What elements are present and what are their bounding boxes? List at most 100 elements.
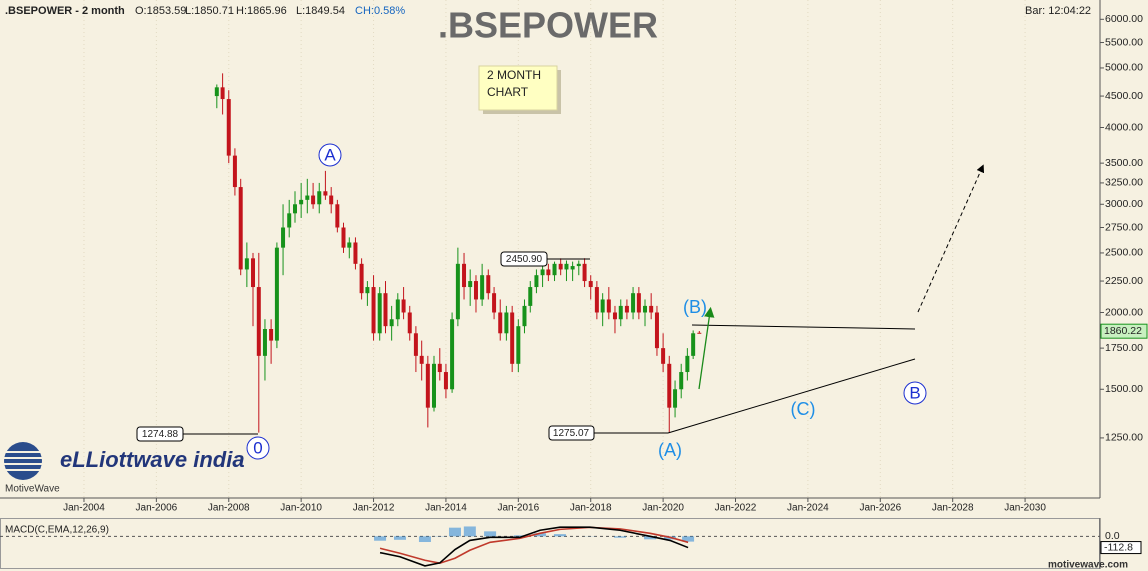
y-tick-label: 3250.00 [1105, 177, 1143, 189]
candle-body [667, 363, 672, 408]
candle-body [413, 333, 418, 356]
logo-text: eLLiottwave india [60, 447, 245, 472]
candle-body [329, 195, 334, 205]
histogram-bar [682, 536, 695, 542]
trendline [667, 358, 916, 434]
histogram-bar [553, 534, 566, 537]
histogram-bar [463, 526, 476, 537]
price-label: 2450.90 [506, 254, 543, 265]
y-tick-label: 1500.00 [1105, 383, 1143, 395]
candle-body [292, 204, 297, 214]
x-tick-label: Jan-2024 [787, 503, 829, 514]
candle-body [679, 372, 684, 390]
candle-body [546, 269, 551, 276]
candle-body [455, 263, 460, 320]
price-label: 1275.07 [553, 428, 590, 439]
histogram-bar [513, 535, 526, 537]
price-box [136, 426, 184, 442]
candle-body [582, 263, 587, 282]
x-tick-label: Jan-2016 [497, 503, 539, 514]
x-tick-label: Jan-2030 [1004, 503, 1046, 514]
candle-body [462, 263, 467, 288]
candle-body [564, 263, 569, 270]
candle-body [365, 287, 370, 294]
histogram-bar [393, 536, 406, 540]
change: CH:0.58% [355, 5, 405, 17]
candle-body [407, 312, 412, 334]
x-tick-label: Jan-2006 [136, 503, 178, 514]
x-tick-label: Jan-2022 [715, 503, 757, 514]
histogram-bar [614, 536, 627, 538]
candle-body [552, 263, 557, 276]
wave-label: A [324, 145, 336, 164]
candle-body [305, 195, 310, 200]
wave-circle [246, 436, 270, 460]
candle-body [528, 287, 533, 306]
x-tick-label: Jan-2026 [859, 503, 901, 514]
candle-body [618, 305, 623, 320]
candle-body [558, 263, 563, 270]
x-tick-label: Jan-2028 [932, 503, 974, 514]
price-label: 1274.88 [142, 429, 179, 440]
candle-body [697, 332, 702, 334]
x-tick-label: Jan-2014 [425, 503, 467, 514]
macd-title: MACD(C,EMA,12,26,9) [5, 525, 109, 536]
candle-body [570, 266, 575, 270]
wave-label: 0 [253, 438, 262, 457]
y-tick-label: 4500.00 [1105, 90, 1143, 102]
candle-body [673, 389, 678, 408]
candle-body [226, 99, 231, 156]
candle-body [588, 281, 593, 288]
candle-body [606, 299, 611, 313]
y-tick-label: 4000.00 [1105, 121, 1143, 133]
candle-body [516, 326, 521, 364]
y-tick-label: 2500.00 [1105, 247, 1143, 259]
candle-body [299, 199, 304, 205]
candle-body [395, 299, 400, 320]
y-tick-label: 5000.00 [1105, 62, 1143, 74]
note-box [478, 65, 558, 111]
price-box [500, 251, 548, 267]
symbol: .BSEPOWER - 2 month [5, 5, 125, 17]
candle-body [612, 312, 617, 320]
chart-title: .BSEPOWER [438, 5, 658, 46]
wave-label: (A) [658, 440, 682, 460]
candle-body [244, 258, 249, 270]
high: H:1865.96 [236, 5, 287, 17]
macd-line [379, 526, 689, 565]
wave-label: B [909, 383, 920, 402]
candle-body [317, 191, 322, 205]
y-tick-label: 5500.00 [1105, 36, 1143, 48]
candle-body [287, 213, 292, 228]
macd-line [379, 526, 689, 567]
candle-body [510, 312, 515, 364]
candle-body [498, 312, 503, 334]
candle-body [443, 372, 448, 390]
site: motivewave.com [1048, 560, 1128, 571]
candle-body [359, 263, 364, 294]
current-macd-box [1100, 541, 1142, 555]
wave-label: (B) [683, 297, 707, 317]
candle-body [419, 355, 424, 364]
open: O:1853.59 [135, 5, 186, 17]
y-tick-label: 2250.00 [1105, 275, 1143, 287]
candle-body [274, 247, 279, 341]
candle-body [311, 195, 316, 205]
candle-body [383, 293, 388, 327]
histogram-bar [374, 536, 387, 541]
candle-body [473, 281, 478, 300]
low: L:1849.54 [296, 5, 345, 17]
projection-arrow [917, 164, 985, 313]
logo-stripes [4, 451, 42, 471]
y-tick-label: 3000.00 [1105, 198, 1143, 210]
candle-body [654, 312, 659, 349]
candle-body [600, 299, 605, 313]
y-tick-label: 1750.00 [1105, 342, 1143, 354]
candle-body [269, 328, 274, 341]
price-box [548, 425, 595, 441]
candle-body [450, 319, 455, 390]
brand: MotiveWave [5, 484, 60, 495]
candle-body [636, 293, 641, 313]
histogram-bar [484, 531, 497, 537]
